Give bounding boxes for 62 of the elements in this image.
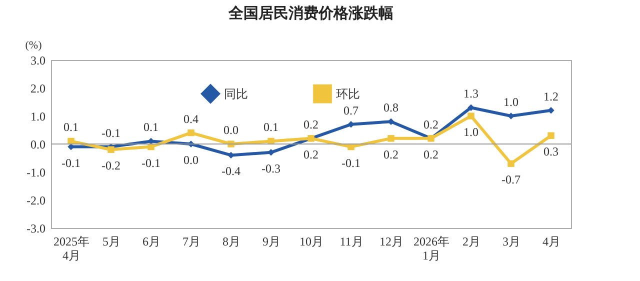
data-label: 0.0 bbox=[184, 153, 198, 167]
data-label: 1.3 bbox=[464, 86, 478, 101]
data-label: -0.1 bbox=[142, 156, 160, 170]
y-axis-title: (%) bbox=[25, 40, 42, 52]
x-tick-label: 6月 bbox=[142, 234, 160, 248]
data-label: 1.2 bbox=[544, 89, 558, 104]
data-label: 0.2 bbox=[384, 147, 398, 162]
point bbox=[548, 107, 554, 114]
point bbox=[268, 149, 274, 156]
data-label: 0.2 bbox=[424, 117, 438, 132]
point bbox=[548, 132, 554, 139]
data-label: 0.8 bbox=[384, 100, 398, 115]
legend-label: 环比 bbox=[336, 86, 360, 101]
x-tick-label: 5月 bbox=[102, 234, 120, 248]
x-tick-label: 3月 bbox=[502, 234, 520, 248]
data-label: -0.2 bbox=[102, 158, 120, 173]
data-label: 0.4 bbox=[184, 112, 198, 126]
data-label: 0.3 bbox=[544, 144, 558, 159]
data-label: -0.7 bbox=[502, 172, 520, 187]
data-label: -0.4 bbox=[222, 164, 240, 178]
data-label: 0.7 bbox=[344, 103, 358, 118]
y-tick-label: 0.0 bbox=[30, 138, 46, 152]
data-label: -0.1 bbox=[62, 156, 80, 170]
x-tick-label: 10月 bbox=[300, 234, 324, 248]
x-tick-label: 4月 bbox=[542, 234, 560, 248]
y-tick-label: 3.0 bbox=[30, 54, 46, 68]
data-label: 0.1 bbox=[64, 120, 78, 134]
x-tick-label: 7月 bbox=[182, 234, 200, 248]
y-tick-label: 1.0 bbox=[30, 110, 46, 124]
point bbox=[468, 104, 474, 111]
data-label: 0.1 bbox=[264, 120, 278, 134]
point bbox=[348, 121, 354, 128]
point bbox=[468, 112, 474, 120]
point bbox=[108, 146, 114, 153]
x-tick-label: 8月 bbox=[222, 234, 240, 248]
point bbox=[388, 118, 394, 125]
point bbox=[508, 160, 514, 167]
point bbox=[388, 135, 394, 142]
x-tick-label: 2026年 1月 bbox=[414, 234, 450, 262]
y-tick-label: -1.0 bbox=[26, 166, 46, 180]
x-tick-label: 2025年 4月 bbox=[54, 234, 90, 262]
x-tick-label: 9月 bbox=[262, 234, 280, 248]
point bbox=[508, 112, 514, 120]
y-tick-label: -3.0 bbox=[26, 222, 46, 236]
data-label: 0.0 bbox=[224, 123, 238, 137]
y-tick-label: -2.0 bbox=[26, 194, 46, 208]
legend-label: 同比 bbox=[224, 86, 248, 101]
x-tick-label: 2月 bbox=[462, 234, 480, 248]
data-label: 1.0 bbox=[504, 95, 518, 109]
data-label: 0.2 bbox=[304, 117, 318, 132]
data-label: 0.2 bbox=[424, 147, 438, 162]
chart-title: 全国居民消费价格涨跌幅 bbox=[228, 4, 394, 22]
data-label: 0.1 bbox=[144, 120, 158, 134]
x-tick-label: 11月 bbox=[340, 234, 364, 248]
data-label: -0.3 bbox=[262, 161, 280, 176]
data-label: 0.2 bbox=[304, 147, 318, 162]
data-label: -0.1 bbox=[102, 126, 120, 140]
data-label: 1.0 bbox=[464, 125, 478, 139]
x-tick-label: 12月 bbox=[380, 234, 404, 248]
data-label: -0.1 bbox=[342, 156, 360, 170]
point bbox=[188, 129, 194, 136]
y-tick-label: 2.0 bbox=[30, 82, 46, 96]
